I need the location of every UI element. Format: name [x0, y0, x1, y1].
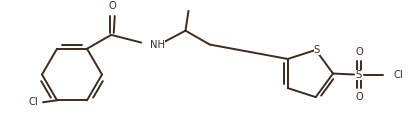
Text: O: O	[355, 92, 363, 102]
Text: S: S	[314, 45, 320, 55]
Text: NH: NH	[150, 40, 165, 50]
Text: O: O	[355, 47, 363, 57]
Text: O: O	[108, 1, 116, 11]
Text: Cl: Cl	[28, 97, 38, 107]
Text: Cl: Cl	[393, 69, 403, 80]
Text: S: S	[356, 69, 362, 80]
